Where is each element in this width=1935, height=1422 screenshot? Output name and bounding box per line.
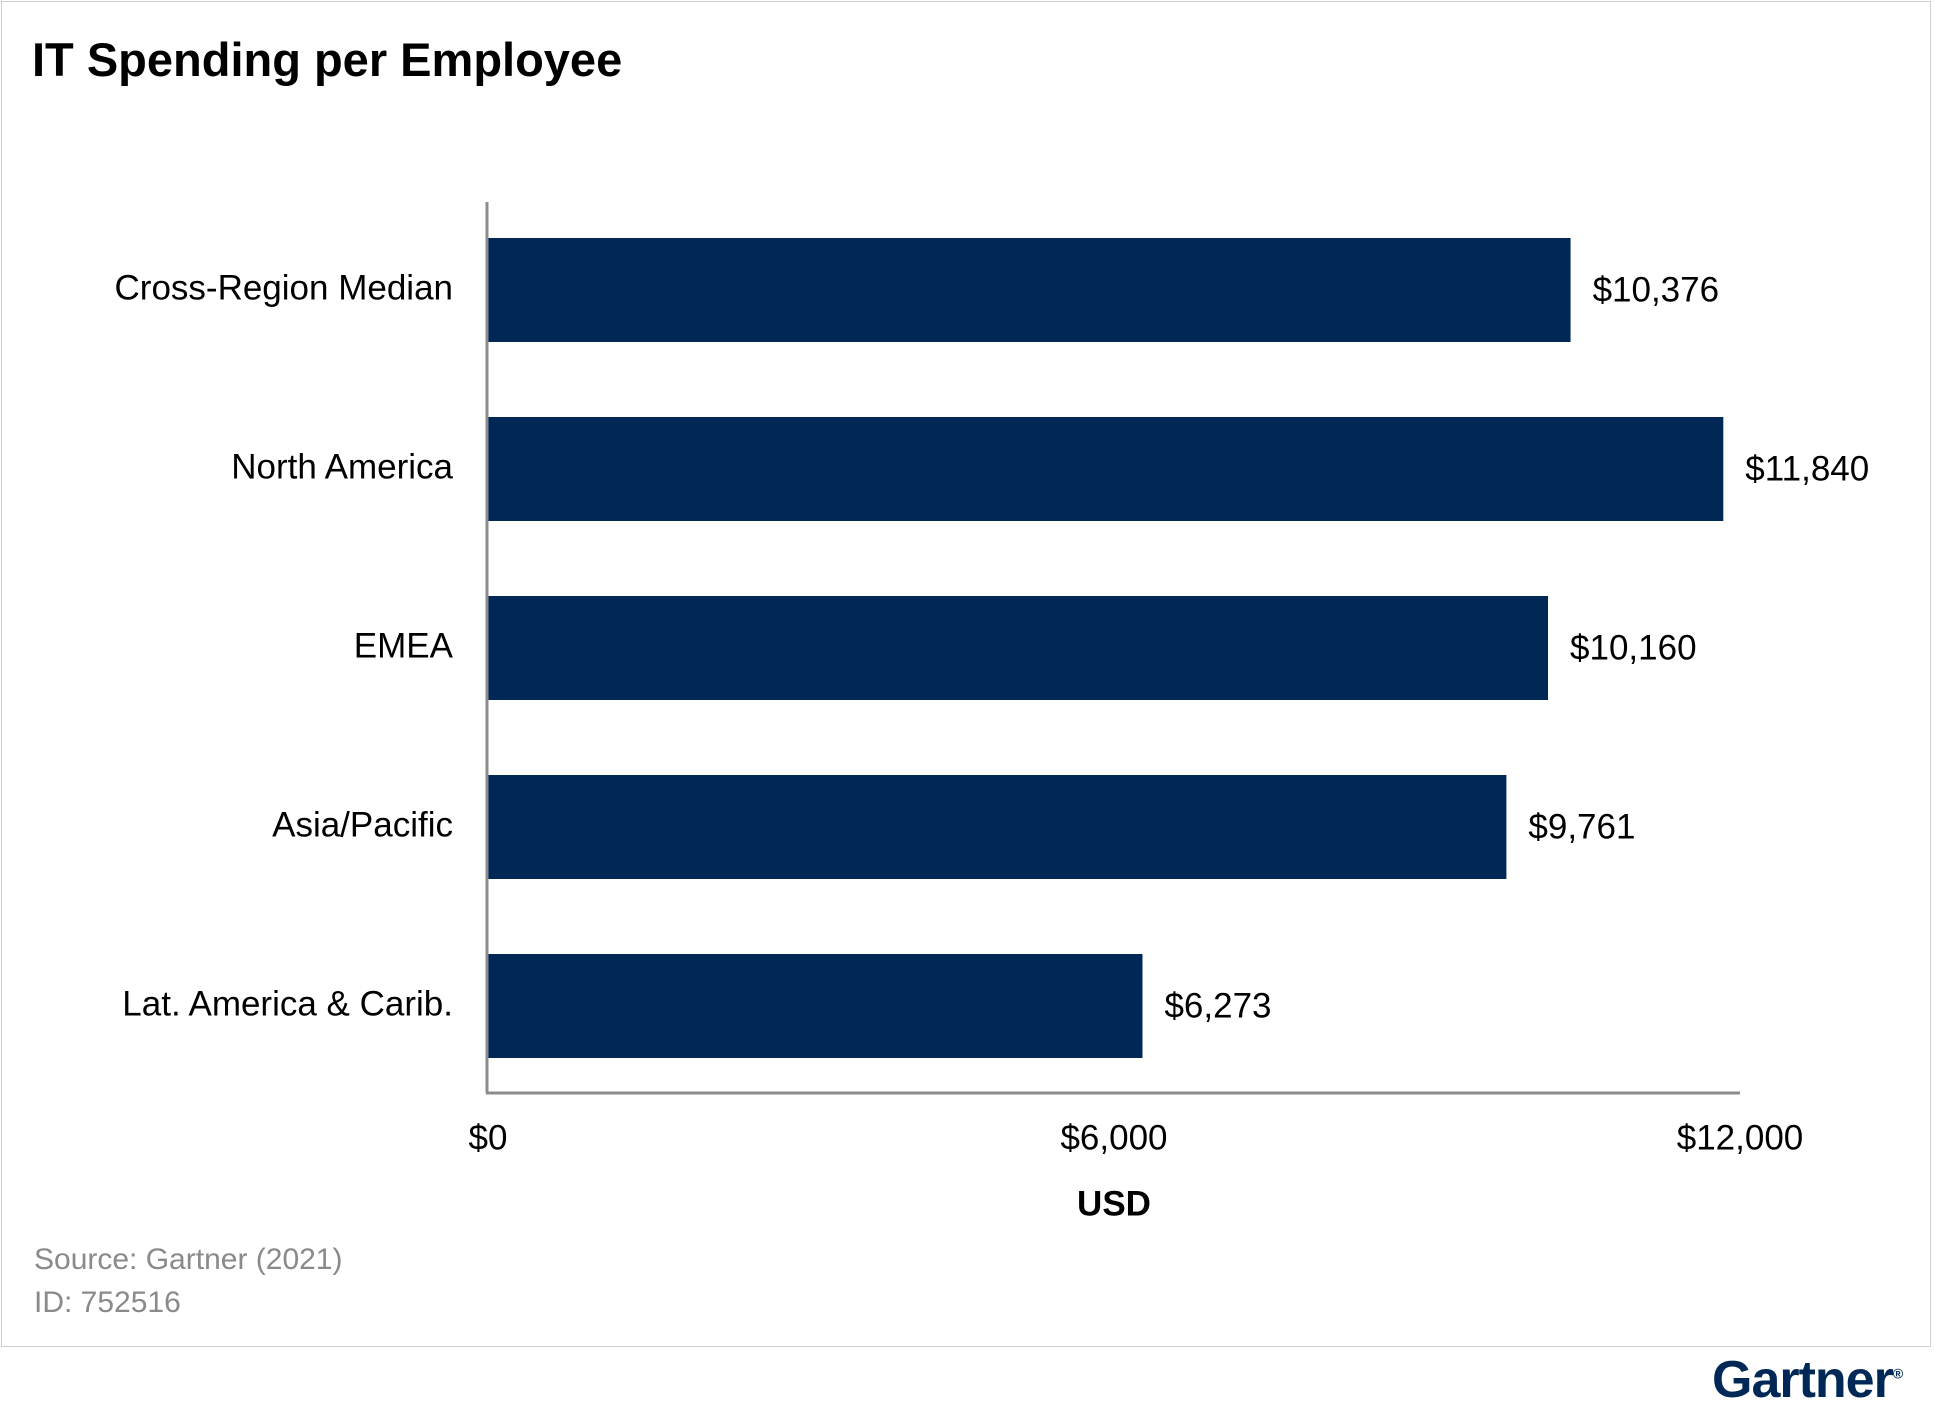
logo-text: Gartner xyxy=(1712,1351,1894,1409)
logo-registered-mark: ® xyxy=(1892,1365,1904,1382)
category-label: North America xyxy=(231,447,453,486)
chart-title: IT Spending per Employee xyxy=(32,33,623,86)
x-tick-label: $6,000 xyxy=(1060,1118,1167,1157)
labels-layer: Cross-Region Median $10,376 North America $… xyxy=(115,268,1870,1025)
bars-layer xyxy=(488,238,1724,1058)
id-note: ID: 752516 xyxy=(34,1286,181,1319)
x-tick-label: $12,000 xyxy=(1677,1118,1804,1157)
value-label: $6,273 xyxy=(1164,986,1271,1025)
x-axis-label: USD xyxy=(1077,1184,1151,1223)
value-label: $10,376 xyxy=(1593,270,1720,309)
x-tick-label: $0 xyxy=(469,1118,508,1157)
category-label: EMEA xyxy=(354,626,454,665)
bar xyxy=(488,954,1143,1058)
gartner-logo: Gartner® xyxy=(1712,1350,1903,1410)
category-label: Cross-Region Median xyxy=(115,268,453,307)
bar xyxy=(488,596,1549,700)
category-label: Lat. America & Carib. xyxy=(122,984,453,1023)
x-ticks-layer: $0 $6,000 $12,000 xyxy=(469,1118,1804,1157)
value-label: $11,840 xyxy=(1745,449,1869,488)
category-label: Asia/Pacific xyxy=(272,805,453,844)
bar-chart: Cross-Region Median $10,376 North America $… xyxy=(115,202,1870,1223)
value-label: $10,160 xyxy=(1570,628,1697,667)
bar xyxy=(488,417,1724,521)
bar xyxy=(488,775,1507,879)
bar xyxy=(488,238,1571,342)
value-label: $9,761 xyxy=(1528,807,1635,846)
source-note: Source: Gartner (2021) xyxy=(34,1243,343,1276)
